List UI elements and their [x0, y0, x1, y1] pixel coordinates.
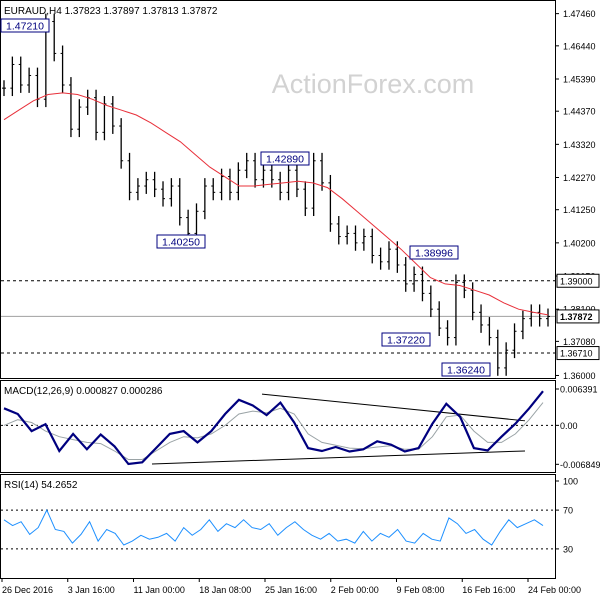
- rsi-y-tick-label: 30: [563, 544, 573, 554]
- annotation-label: 1.37220: [387, 335, 425, 347]
- macd-y-tick-label: 0.00: [560, 421, 578, 431]
- price-y-tick-label: 1.41250: [563, 205, 596, 215]
- x-tick-label: 16 Feb 16:00: [462, 585, 515, 595]
- price-y-tick-label: 1.36000: [563, 371, 596, 381]
- price-annotation: 1.37220: [381, 332, 431, 347]
- x-tick-label: 3 Jan 16:00: [68, 585, 115, 595]
- price-y-tick-label: 1.47460: [563, 9, 596, 19]
- price-annotation: 1.38996: [409, 245, 459, 260]
- price-y-tick-label: 1.43320: [563, 140, 596, 150]
- price-y-tick-label: 1.44370: [563, 107, 596, 117]
- annotation-label: 1.38996: [415, 248, 453, 260]
- level-label-text: 1.37872: [560, 312, 593, 322]
- macd-y-tick-label: 0.006391: [560, 385, 598, 395]
- x-tick-label: 18 Jan 08:00: [199, 585, 251, 595]
- rsi-panel-title: RSI(14) 54.2652: [4, 480, 78, 491]
- rsi-plot: [1, 508, 555, 550]
- level-label-box: [556, 309, 600, 324]
- level-label-box: [556, 346, 600, 361]
- price-annotation: 1.42890: [260, 151, 310, 166]
- x-tick-label: 2 Feb 00:00: [331, 585, 379, 595]
- macd-panel-title: MACD(12,26,9) 0.000827 0.000286: [4, 386, 163, 397]
- rsi-y-tick-label: 100: [563, 477, 578, 487]
- rsi-panel: [0, 474, 556, 579]
- x-tick-label: 24 Feb 00:00: [528, 585, 581, 595]
- price-plot: 1.47210 1.40250 1.42890 1.38996 1.37220 1.362…: [0, 13, 555, 377]
- level-label-text: 1.36710: [560, 349, 593, 359]
- price-annotation: 1.36240: [441, 362, 491, 377]
- x-tick-label: 25 Jan 16:00: [265, 585, 317, 595]
- annotation-label: 1.36240: [447, 365, 485, 377]
- level-label-text: 1.39000: [560, 276, 593, 286]
- annotation-box: [409, 245, 459, 260]
- macd-plot: [1, 390, 555, 466]
- price-panel: [0, 0, 556, 379]
- price-annotation: 1.40250: [156, 234, 206, 249]
- x-tick-label: 26 Dec 2016: [2, 585, 53, 595]
- x-tick-label: 11 Jan 00:00: [134, 585, 185, 595]
- axes: 1.47460 1.46440 1.45390 1.44370 1.43320 1.422…: [1, 9, 600, 595]
- macd-trend-line: [261, 393, 526, 422]
- watermark: ActionForex.com: [272, 69, 475, 99]
- x-tick-label: 9 Feb 08:00: [397, 585, 445, 595]
- annotation-label: 1.42890: [266, 154, 304, 166]
- level-price-label: 1.37872: [556, 309, 600, 324]
- annotation-box: [0, 18, 50, 33]
- macd-y-tick-label: -0.006849: [560, 460, 600, 470]
- macd-main-line: [3, 390, 544, 466]
- price-panel-title: EURAUD,H4 1.37823 1.37897 1.37813 1.3787…: [4, 6, 218, 17]
- annotation-label: 1.47210: [6, 21, 44, 33]
- price-y-tick-label: 1.46440: [563, 41, 596, 51]
- rsi-y-tick-label: 70: [563, 506, 573, 516]
- annotation-box: [441, 362, 491, 377]
- moving-average-line: [3, 92, 549, 316]
- price-y-tick-label: 1.40200: [563, 238, 596, 248]
- level-price-label: 1.36710: [556, 346, 600, 361]
- level-price-label: 1.39000: [556, 273, 600, 288]
- annotation-box: [260, 151, 310, 166]
- macd-trend-line: [151, 450, 526, 465]
- price-y-tick-label: 1.45390: [563, 74, 596, 84]
- price-annotation: 1.47210: [0, 18, 50, 33]
- annotation-box: [156, 234, 206, 249]
- annotation-box: [381, 332, 431, 347]
- price-y-tick-label: 1.42270: [563, 173, 596, 183]
- annotation-label: 1.40250: [162, 237, 200, 249]
- level-label-box: [556, 273, 600, 288]
- price-y-tick-label: 1.37080: [563, 337, 596, 347]
- rsi-line: [3, 508, 544, 546]
